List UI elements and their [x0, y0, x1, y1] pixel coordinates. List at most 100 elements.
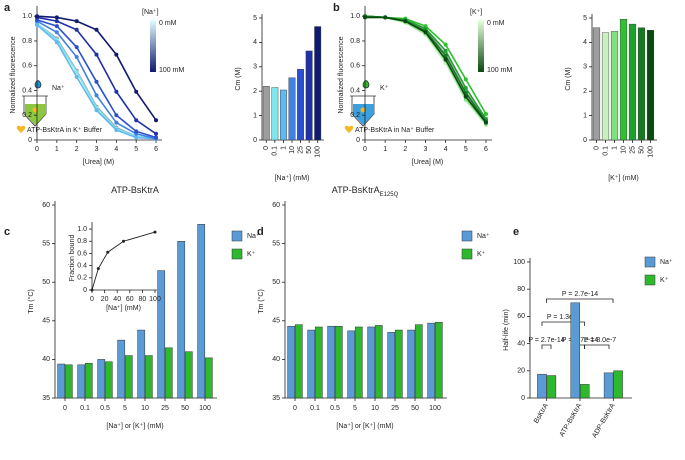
- x-axis-label: [Urea] (M): [412, 159, 444, 166]
- bar: [77, 364, 86, 399]
- data-point: [114, 120, 119, 125]
- data-point: [74, 74, 79, 79]
- x-tick-label: 10: [371, 405, 379, 412]
- legend-swatch: [231, 230, 243, 242]
- bar: [327, 325, 336, 399]
- bracket: [541, 344, 552, 349]
- y-tick-label: 40: [42, 356, 50, 363]
- y-tick-label: 0.6: [350, 63, 360, 70]
- y-axis-label: Tm (°C): [257, 289, 265, 314]
- colorbar: [150, 20, 156, 72]
- bar: [157, 270, 166, 399]
- series-line: [36, 16, 157, 135]
- data-point: [114, 128, 119, 133]
- data-point: [423, 30, 428, 35]
- x-tick-label: 0.1: [310, 405, 320, 412]
- x-tick-label: BsKtrA: [533, 402, 550, 425]
- data-point: [134, 135, 139, 140]
- x-tick-label: 10: [620, 146, 627, 154]
- data-point: [94, 79, 99, 84]
- annotation: P = 8.0e-7: [584, 337, 616, 344]
- bar: [646, 30, 655, 141]
- y-tick-label: 3: [253, 64, 257, 71]
- bar: [177, 241, 186, 399]
- bar: [414, 324, 423, 399]
- bar: [592, 27, 601, 141]
- data-point: [383, 15, 388, 20]
- x-tick-label: 0.5: [330, 405, 340, 412]
- y-tick-label: 0: [583, 137, 587, 144]
- bracket: [584, 344, 610, 349]
- data-point: [154, 118, 159, 123]
- y-tick-label: 0.2: [350, 112, 360, 119]
- data-point: [363, 15, 367, 20]
- x-tick-label: 3: [424, 146, 428, 153]
- legend-swatch: [461, 248, 473, 260]
- y-tick-label: 0.4: [77, 262, 87, 269]
- data-point: [134, 129, 139, 134]
- bar: [197, 224, 206, 399]
- title-text: ATP-BsKtrA: [111, 185, 159, 195]
- chart-title: ATP-BsKtrA: [111, 185, 159, 195]
- data-point: [463, 86, 468, 90]
- x-tick-label: 40: [113, 296, 121, 303]
- x-tick-label: 50: [638, 146, 645, 154]
- y-tick-label: 1: [253, 112, 257, 119]
- x-tick-label: 4: [114, 146, 118, 153]
- y-axis-label: Half-life (min): [503, 309, 510, 351]
- bar: [537, 373, 547, 399]
- chart-title: ATP-BsKtrAE125Q: [332, 185, 399, 197]
- x-tick-label: 2: [75, 146, 79, 153]
- x-tick-label: 50: [306, 146, 313, 154]
- data-point: [443, 53, 448, 58]
- data-point: [114, 113, 119, 118]
- x-tick-label: 100: [149, 296, 161, 303]
- axes: [364, 6, 492, 141]
- y-tick-label: 20: [517, 368, 525, 375]
- bar: [407, 329, 416, 399]
- y-tick-label: 4: [253, 39, 257, 46]
- bar: [434, 322, 443, 399]
- chart-panel: 0 0.2 0.4 0.6 0.8 1.0 0 1 2 3 4 5 6 Normalized fluore…: [333, 2, 512, 166]
- data-point: [74, 45, 79, 50]
- data-point: [154, 131, 159, 136]
- bar: [97, 359, 106, 399]
- y-tick-label: 1.0: [77, 226, 87, 233]
- colorbar-label: 0 mM: [159, 20, 177, 27]
- legend-label: K⁺: [660, 277, 669, 284]
- legend-label: K⁺: [247, 251, 256, 258]
- x-tick-label: 25: [297, 146, 304, 154]
- x-tick-label: 0: [63, 405, 67, 412]
- legend-label: K⁺: [477, 251, 486, 258]
- bar: [334, 325, 343, 399]
- colorbar-title: [K⁺]: [470, 9, 482, 16]
- annotation: P = 1.3e-4: [547, 314, 579, 321]
- data-point: [90, 288, 94, 292]
- y-tick-label: 35: [42, 395, 50, 402]
- chart-panel: 0 0.2 0.4 0.6 0.8 1.0 0 1 2 3 4 5 6 Normalized fluore…: [4, 2, 184, 166]
- data-point: [463, 77, 468, 82]
- x-tick-label: 10: [289, 146, 296, 154]
- bar: [124, 355, 133, 399]
- data-point: [94, 52, 99, 57]
- bar: [287, 325, 296, 399]
- bar: [137, 329, 146, 399]
- data-point: [94, 93, 99, 98]
- bracket: [541, 321, 585, 326]
- x-tick-label: 6: [154, 146, 158, 153]
- x-tick-label: 0: [90, 296, 94, 303]
- annotation: P = 2.7e-14: [562, 337, 598, 344]
- y-tick-label: 0.2: [77, 275, 87, 282]
- bar: [117, 339, 126, 399]
- x-tick-label: 60: [126, 296, 134, 303]
- data-point: [35, 22, 39, 27]
- data-point: [443, 42, 448, 47]
- y-axis-label: Normalized fluorescence: [10, 36, 17, 113]
- legend-label: Na⁺: [247, 233, 260, 240]
- x-tick-label: 2: [403, 146, 407, 153]
- tube-icon-a: [16, 80, 48, 133]
- bar: [367, 326, 376, 399]
